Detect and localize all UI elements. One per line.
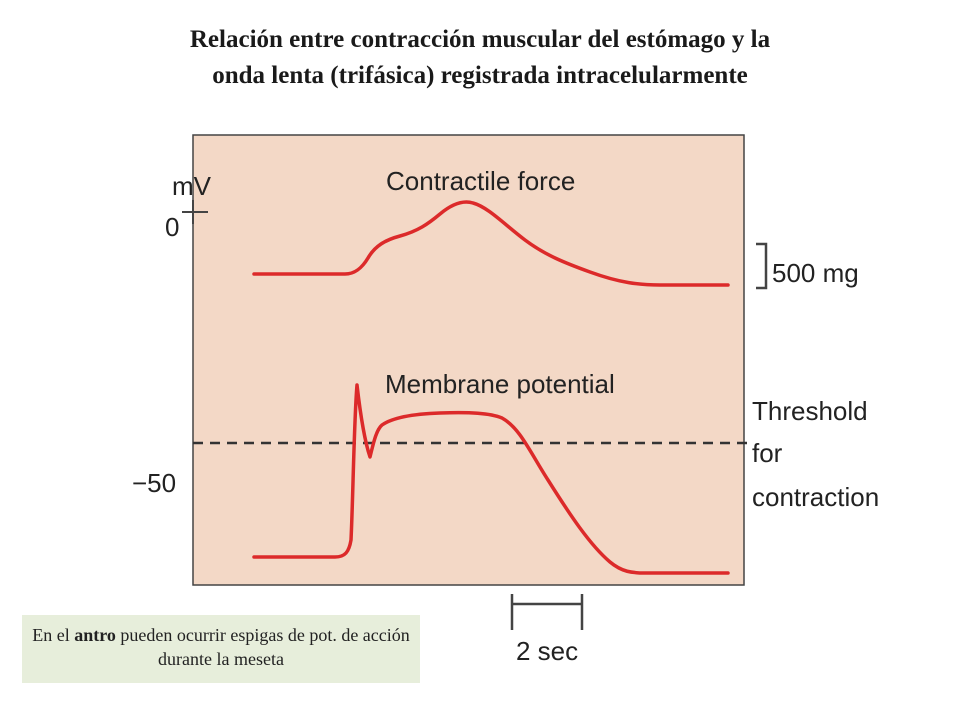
recording-panel [192, 134, 745, 586]
title-line-1: Relación entre contracción muscular del … [189, 26, 771, 53]
title-line-2: onda lenta (trifásica) registrada intrac… [212, 62, 748, 89]
note-text-part-2: pueden ocurrir espigas de pot. de acción… [115, 625, 410, 669]
antrum-note: En el antro pueden ocurrir espigas de po… [22, 615, 420, 683]
note-text-bold: antro [74, 625, 116, 645]
tick-label-zero: 0 [165, 212, 179, 242]
contractile-force-trace [252, 200, 730, 287]
slide-title: Relación entre contracción muscular del … [60, 22, 900, 94]
time-scale-label: 2 sec [516, 636, 578, 666]
membrane-potential-label: Membrane potential [385, 369, 615, 399]
tick-label-minus-50: −50 [132, 468, 176, 498]
time-scale-bar [510, 594, 584, 630]
threshold-label-line-2: for [752, 438, 783, 468]
threshold-label-line-3: contraction [752, 482, 879, 512]
y-axis-unit: mV [172, 171, 212, 201]
membrane-potential-trace [252, 383, 730, 575]
force-scale-label: 500 mg [772, 258, 859, 288]
contractile-force-label: Contractile force [386, 166, 575, 196]
force-scale-bracket [756, 242, 768, 290]
note-text-part-1: En el [32, 625, 75, 645]
threshold-label-line-1: Threshold [752, 396, 868, 426]
